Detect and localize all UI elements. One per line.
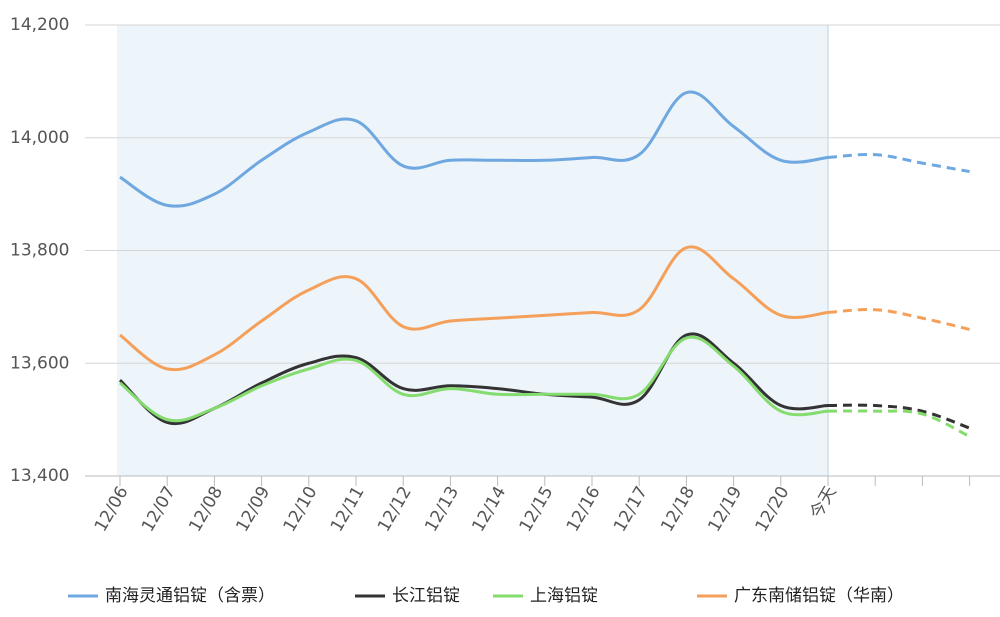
legend-label: 上海铝锭: [530, 586, 598, 606]
series-line: [119, 335, 829, 423]
y-tick-label: 14,200: [10, 15, 69, 35]
legend: 南海灵通铝锭（含票） 长江铝锭 上海铝锭 广东南储铝锭（华南）: [68, 586, 904, 606]
legend-label: 南海灵通铝锭（含票）: [105, 586, 275, 606]
series-line: [119, 90, 829, 208]
x-tick-label: 12/07: [138, 483, 180, 535]
y-tick-label: 14,000: [10, 128, 69, 148]
x-tick-label: 12/10: [280, 483, 322, 535]
series-forecast-line: [827, 409, 971, 438]
y-tick-label: 13,800: [10, 241, 69, 261]
series-line: [119, 245, 829, 372]
x-tick-label: 12/08: [185, 483, 227, 535]
legend-label: 广东南储铝锭（华南）: [734, 586, 904, 606]
x-tick-label: 12/13: [421, 483, 463, 535]
series-forecast-line: [827, 403, 971, 430]
x-tick-label: 12/14: [468, 483, 510, 535]
x-tick-label: 12/20: [752, 483, 794, 535]
x-tick-label: 12/19: [704, 483, 746, 535]
y-tick-label: 13,400: [10, 466, 69, 486]
x-tick-label: 12/15: [516, 483, 558, 535]
series-forecast-line: [827, 308, 970, 331]
x-tick-label: 12/17: [610, 483, 652, 535]
y-tick-label: 13,600: [10, 353, 69, 373]
x-tick-label: 12/11: [327, 483, 369, 535]
x-tick-label: 今天: [806, 483, 840, 522]
x-tick-label: 12/09: [232, 483, 274, 535]
x-tick-label: 12/06: [91, 483, 133, 535]
x-tick-label: 12/12: [374, 483, 416, 535]
series-forecast-line: [827, 152, 970, 174]
x-tick-label: 12/18: [657, 483, 699, 535]
x-tick-label: 12/16: [563, 483, 605, 535]
legend-label: 长江铝锭: [392, 586, 460, 606]
